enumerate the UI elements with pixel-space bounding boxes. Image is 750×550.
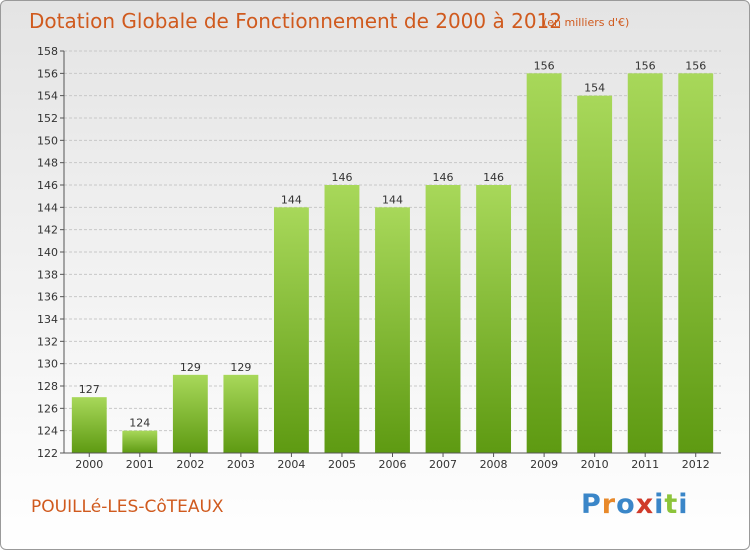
- y-tick-label: 132: [37, 335, 58, 348]
- bar-2010: [577, 95, 613, 454]
- logo-letter: P: [581, 489, 602, 520]
- data-label: 156: [685, 59, 706, 72]
- y-tick-label: 150: [37, 134, 58, 147]
- y-tick-label: 130: [37, 358, 58, 371]
- x-tick-label: 2002: [176, 458, 204, 471]
- logo-letter: o: [616, 489, 636, 520]
- bar-2004: [273, 207, 309, 453]
- data-label: 124: [129, 417, 150, 430]
- y-tick-label: 136: [37, 291, 58, 304]
- y-tick-label: 158: [37, 45, 58, 58]
- data-label: 154: [584, 82, 605, 95]
- bar-2003: [223, 374, 259, 453]
- commune-name: POUILLé-LES-CôTEAUX: [31, 497, 224, 517]
- logo-letter: i: [678, 489, 689, 520]
- y-tick-label: 138: [37, 268, 58, 281]
- bar-2008: [476, 185, 512, 453]
- x-tick-label: 2001: [126, 458, 154, 471]
- y-tick-label: 152: [37, 112, 58, 125]
- y-tick-label: 142: [37, 224, 58, 237]
- data-label: 129: [230, 361, 251, 374]
- bar-2009: [526, 73, 562, 453]
- data-label: 127: [79, 383, 100, 396]
- x-tick-label: 2006: [379, 458, 407, 471]
- x-tick-label: 2010: [581, 458, 609, 471]
- x-tick-label: 2009: [530, 458, 558, 471]
- y-tick-label: 148: [37, 157, 58, 170]
- bar-2005: [324, 185, 360, 453]
- data-label: 146: [433, 171, 454, 184]
- chart-unit: (en milliers d'€): [543, 16, 630, 29]
- bar-2011: [627, 73, 663, 453]
- data-label: 144: [382, 193, 403, 206]
- bar-2012: [678, 73, 714, 453]
- logo-letter: i: [654, 489, 665, 520]
- y-tick-label: 124: [37, 425, 58, 438]
- x-tick-label: 2005: [328, 458, 356, 471]
- y-tick-label: 146: [37, 179, 58, 192]
- x-tick-label: 2004: [277, 458, 305, 471]
- x-tick-label: 2003: [227, 458, 255, 471]
- x-tick-label: 2007: [429, 458, 457, 471]
- chart-title: Dotation Globale de Fonctionnement de 20…: [29, 9, 562, 33]
- y-tick-label: 134: [37, 313, 58, 326]
- x-tick-label: 2011: [631, 458, 659, 471]
- bar-layer: 127 124 129 129 144 146 144 146 146 156 154 156 156: [71, 59, 714, 454]
- y-tick-label: 144: [37, 201, 58, 214]
- bar-2002: [172, 374, 208, 453]
- data-label: 146: [331, 171, 352, 184]
- y-tick-label: 122: [37, 447, 58, 460]
- axis-layer: 1221241261281301321341361381401421441461…: [37, 45, 721, 471]
- bar-2000: [71, 397, 107, 453]
- bar-2007: [425, 185, 461, 453]
- logo-letter: t: [664, 489, 679, 520]
- x-tick-label: 2008: [480, 458, 508, 471]
- logo-letter: x: [635, 489, 655, 520]
- y-tick-label: 156: [37, 67, 58, 80]
- y-tick-label: 140: [37, 246, 58, 259]
- y-tick-label: 128: [37, 380, 58, 393]
- data-label: 146: [483, 171, 504, 184]
- data-label: 156: [534, 59, 555, 72]
- y-tick-label: 126: [37, 402, 58, 415]
- bar-2006: [375, 207, 410, 453]
- proxiti-logo: Proxiti: [581, 489, 689, 520]
- data-label: 156: [635, 59, 656, 72]
- bar-2001: [122, 430, 158, 453]
- y-tick-label: 154: [37, 90, 58, 103]
- x-tick-label: 2012: [682, 458, 710, 471]
- data-label: 144: [281, 193, 302, 206]
- logo-letter: r: [601, 489, 617, 520]
- x-tick-label: 2000: [75, 458, 103, 471]
- data-label: 129: [180, 361, 201, 374]
